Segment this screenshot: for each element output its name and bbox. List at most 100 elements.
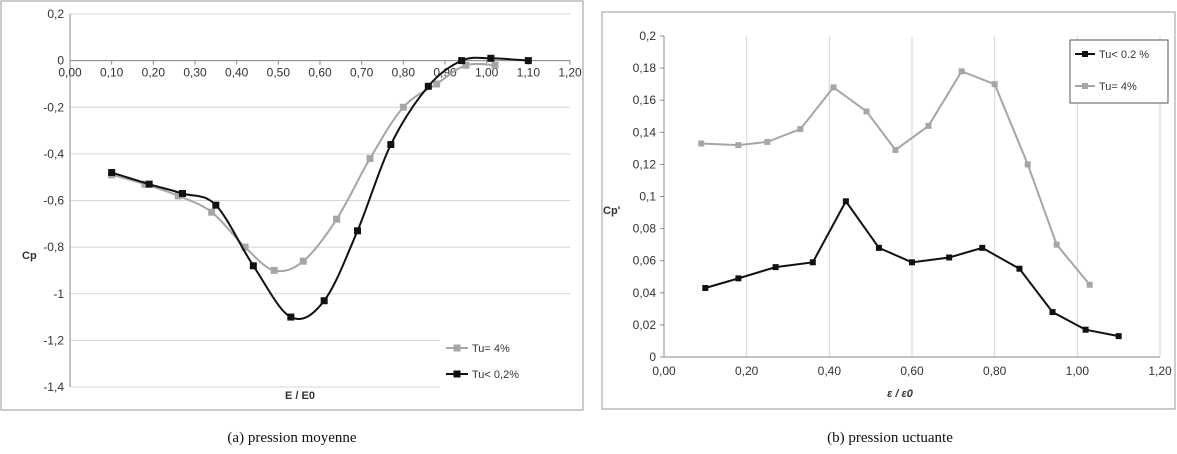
chart-b-legend-marker — [1082, 51, 1088, 57]
chart-a-data-point — [354, 227, 361, 235]
chart-b-y-tick-label: 0,06 — [633, 254, 657, 268]
chart-a-data-point — [462, 61, 470, 69]
caption-b: (b) pression uctuante — [827, 430, 953, 446]
chart-b-y-tick-label: 0,1 — [639, 190, 656, 204]
chart-b-y-tick-label: 0,08 — [633, 222, 657, 236]
chart-b-data-point — [925, 122, 932, 129]
chart-a-x-tick-label: 0,50 — [267, 66, 291, 80]
chart-b-x-tick-label: 0,40 — [818, 364, 842, 378]
chart-b-data-point — [1053, 241, 1060, 248]
chart-a-x-tick-label: 0,80 — [392, 66, 416, 80]
chart-b-data-point — [1086, 281, 1093, 288]
chart-a-data-point — [249, 262, 257, 270]
chart-a-y-tick-label: -0,4 — [43, 147, 64, 161]
chart-a-x-tick-label: 0,40 — [225, 66, 249, 80]
chart-b-y-tick-label: 0,12 — [633, 157, 657, 171]
chart-a-data-point — [433, 80, 441, 88]
chart-a-y-tick-label: -0,2 — [43, 100, 64, 114]
chart-a-data-point — [333, 215, 341, 223]
chart-a-x-tick-label: 0,10 — [100, 66, 124, 80]
chart-b-data-point — [797, 126, 804, 133]
chart-a-x-tick-label: 0,60 — [308, 66, 332, 80]
chart-b-data-point — [1024, 161, 1031, 168]
chart-b-data-point — [875, 244, 882, 251]
chart-a-data-point — [270, 266, 278, 274]
chart-b-legend-label: Tu< 0.2 % — [1099, 49, 1149, 61]
chart-b-x-tick-label: 0,00 — [652, 364, 676, 378]
chart-a-data-point — [145, 180, 153, 188]
chart-b-data-point — [764, 138, 771, 145]
chart-b-x-tick-label: 1,00 — [1066, 364, 1090, 378]
chart-b-legend-marker — [1082, 83, 1088, 89]
chart-b-series — [698, 68, 1122, 340]
chart-a-data-point — [491, 61, 499, 69]
chart-b-data-point — [809, 259, 816, 266]
chart-a-data-point — [487, 54, 495, 62]
chart-a-legend: Tu= 4% Tu< 0,2% — [440, 337, 574, 393]
chart-b-data-point — [863, 108, 870, 115]
chart-a-legend-marker — [453, 370, 461, 378]
chart-a-data-point — [458, 57, 466, 65]
chart-b-data-point — [842, 198, 849, 205]
chart-a-data-point — [141, 180, 149, 188]
chart-a-data-point — [174, 192, 182, 200]
chart-a-data-point — [241, 243, 249, 251]
chart-b-data-point — [735, 142, 742, 149]
chart-b-y-tick-label: 0,16 — [633, 93, 657, 107]
chart-a-x-axis-label: E / E0 — [285, 390, 315, 402]
chart-b-data-point — [979, 244, 986, 251]
chart-a-y-tick-label: -1,2 — [43, 333, 64, 347]
chart-a-y-tick-label: 0,2 — [47, 7, 64, 21]
chart-b-y-tick-label: 0,14 — [633, 125, 657, 139]
caption-a: (a) pression moyenne — [227, 430, 356, 446]
chart-a-data-point — [179, 190, 186, 198]
chart-a-data-point — [208, 208, 216, 216]
chart-a-x-tick-label: 0,70 — [350, 66, 374, 80]
chart-b-y-tick-label: 0,04 — [633, 286, 657, 300]
chart-pression-moyenne: 0,2 0 -0,2 -0,4 -0,6 -0,8 -1 -1,2 -1,4 0,00 0,10 0,… — [0, 0, 584, 411]
chart-b-legend-box — [1069, 39, 1169, 104]
chart-a-y-tick-label: -0,8 — [43, 240, 64, 254]
chart-a-y-tick-label: 0 — [57, 54, 64, 68]
chart-a-data-point — [212, 201, 220, 209]
chart-b-data-point — [991, 81, 998, 88]
chart-a-data-point — [524, 57, 532, 65]
chart-a-tick-labels: 0,2 0 -0,2 -0,4 -0,6 -0,8 -1 -1,2 -1,4 0,00 0,10 0,… — [43, 7, 582, 394]
chart-a-x-tick-label: 1,00 — [475, 66, 499, 80]
chart-a-x-tick-label: 1,10 — [517, 66, 541, 80]
chart-b-data-point — [1016, 265, 1023, 272]
chart-b-legend: Tu< 0.2 % Tu= 4% — [1069, 39, 1169, 104]
chart-b-data-point — [909, 259, 915, 266]
chart-a-legend-marker — [453, 344, 461, 352]
chart-a-data-point — [387, 141, 395, 149]
chart-b-data-point — [772, 264, 779, 271]
chart-a-y-axis-label: Cp — [22, 250, 37, 262]
chart-b-x-axis-label: ε / ε0 — [887, 388, 914, 400]
chart-b-x-tick-label: 0,20 — [735, 364, 759, 378]
chart-a-y-tick-label: -1,4 — [43, 380, 64, 394]
chart-a-legend-label: Tu= 4% — [472, 343, 510, 355]
chart-b-data-point — [958, 68, 965, 75]
chart-a-legend-box — [440, 337, 574, 393]
chart-a-data-point — [287, 313, 295, 321]
chart-b-legend-label: Tu= 4% — [1099, 81, 1137, 93]
chart-b-tick-labels: 0,00 0,20 0,40 0,60 0,80 1,00 1,20 0,2 0,18 0,16 0… — [633, 29, 1172, 378]
chart-b-x-tick-label: 0,60 — [900, 364, 924, 378]
chart-b-data-point — [892, 146, 899, 153]
chart-b-data-point — [1082, 326, 1089, 333]
chart-b-y-tick-label: 0,18 — [633, 61, 657, 75]
chart-a-data-point — [424, 82, 432, 90]
chart-a-data-point — [366, 155, 374, 163]
chart-a-x-tick-label: 1,20 — [558, 66, 582, 80]
chart-b-y-tick-label: 0 — [649, 350, 656, 364]
chart-b-axes — [660, 35, 1160, 358]
chart-a-y-tick-label: -0,6 — [43, 194, 64, 208]
chart-a-x-tick-label: 0,30 — [183, 66, 207, 80]
chart-a-data-point — [108, 169, 116, 177]
chart-a-x-tick-label: 0,00 — [58, 66, 82, 80]
chart-b-data-point — [1115, 333, 1122, 340]
chart-a-y-tick-label: -1 — [53, 287, 64, 301]
chart-a-axes — [69, 14, 571, 387]
chart-b-x-tick-label: 0,80 — [983, 364, 1007, 378]
